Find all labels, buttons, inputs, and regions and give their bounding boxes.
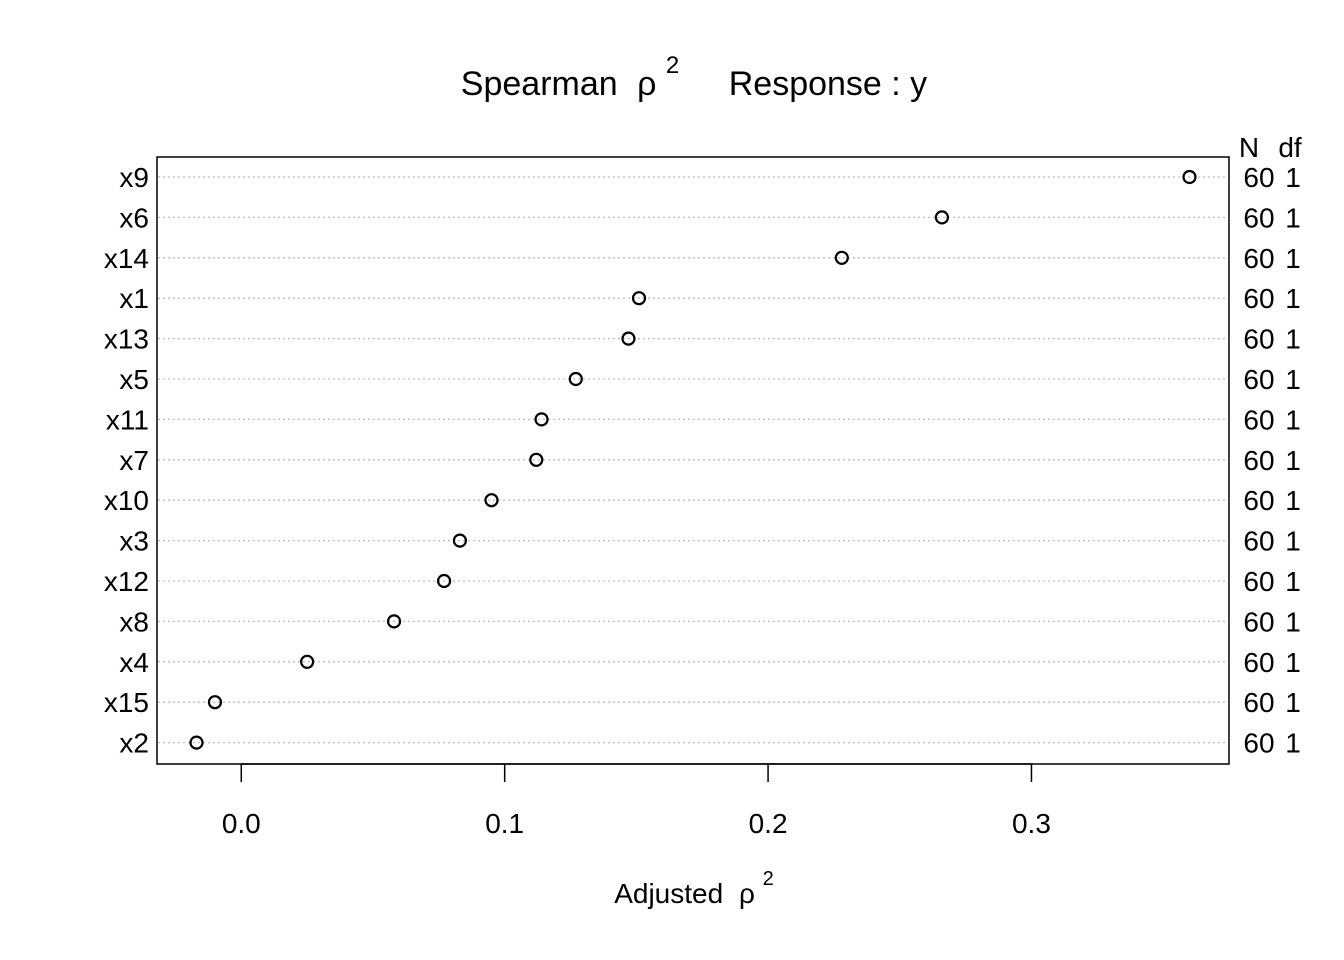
xlabel-rho-symbol: ρ <box>739 878 755 909</box>
y-tick-label: x2 <box>119 728 149 759</box>
n-value: 60 <box>1243 728 1274 759</box>
data-points <box>189 169 1197 750</box>
x-tick-label: 0.0 <box>222 808 261 839</box>
n-value: 60 <box>1243 566 1274 597</box>
data-point <box>529 452 544 467</box>
df-value: 1 <box>1285 687 1301 718</box>
n-df-annotations: 60 160 160 160 160 160 160 160 160 160 160 160 160 16… <box>1243 162 1300 759</box>
y-tick-label: x1 <box>119 283 149 314</box>
df-value: 1 <box>1285 566 1301 597</box>
df-value: 1 <box>1285 728 1301 759</box>
data-point <box>484 493 499 508</box>
n-value: 60 <box>1243 485 1274 516</box>
y-tick-label: x8 <box>119 606 149 637</box>
y-tick-label: x3 <box>119 526 149 557</box>
xlabel-text: Adjusted <box>614 878 723 909</box>
n-value: 60 <box>1243 606 1274 637</box>
title-response-text: Response : y <box>729 65 927 103</box>
y-tick-label: x9 <box>119 162 149 193</box>
df-value: 1 <box>1285 606 1301 637</box>
n-value: 60 <box>1243 526 1274 557</box>
n-value: 60 <box>1243 647 1274 678</box>
data-point <box>621 331 636 346</box>
x-tick-label: 0.2 <box>749 808 788 839</box>
n-value: 60 <box>1243 404 1274 435</box>
n-value: 60 <box>1243 445 1274 476</box>
data-point <box>300 654 315 669</box>
x-tick-label: 0.3 <box>1012 808 1051 839</box>
chart-title: Spearman ρ 2 Response : y <box>461 43 927 103</box>
df-value: 1 <box>1285 526 1301 557</box>
n-value: 60 <box>1243 243 1274 274</box>
y-tick-label: x13 <box>104 324 149 355</box>
y-tick-label: x11 <box>106 404 149 435</box>
df-value: 1 <box>1285 202 1301 233</box>
data-point <box>568 371 583 387</box>
x-axis-label: Adjusted ρ 2 <box>614 868 774 909</box>
df-header: df <box>1278 132 1302 163</box>
df-value: 1 <box>1285 283 1301 314</box>
y-tick-label: x14 <box>104 243 149 274</box>
df-value: 1 <box>1285 162 1301 193</box>
n-value: 60 <box>1243 283 1274 314</box>
title-rho-symbol: ρ <box>637 65 656 103</box>
title-rho-exponent: 2 <box>666 52 679 79</box>
data-point <box>934 210 950 225</box>
data-point <box>386 614 402 629</box>
data-point <box>436 573 452 589</box>
y-tick-label: x4 <box>119 647 149 678</box>
df-value: 1 <box>1285 485 1301 516</box>
n-value: 60 <box>1243 324 1274 355</box>
df-value: 1 <box>1285 364 1301 395</box>
data-point <box>207 695 223 710</box>
n-value: 60 <box>1243 162 1274 193</box>
data-point <box>189 735 204 750</box>
data-point <box>452 533 467 548</box>
y-tick-label: x7 <box>119 445 149 476</box>
y-tick-label: x10 <box>104 485 149 516</box>
data-point <box>1182 169 1197 185</box>
y-tick-label: x5 <box>119 364 149 395</box>
plot-frame <box>156 156 1230 765</box>
y-tick-label: x15 <box>104 687 149 718</box>
df-value: 1 <box>1285 445 1301 476</box>
y-category-labels: x9 x6 x14 x1 x13 x5 x11 x7 x10 x3 x12 x8 x4 x15 x2 <box>104 162 149 759</box>
df-value: 1 <box>1285 404 1301 435</box>
df-value: 1 <box>1285 243 1301 274</box>
n-value: 60 <box>1243 687 1274 718</box>
df-value: 1 <box>1285 647 1301 678</box>
x-tick-label: 0.1 <box>485 808 524 839</box>
gridlines <box>158 176 1228 744</box>
n-header: N <box>1239 132 1259 163</box>
xlabel-rho-exponent: 2 <box>763 868 774 890</box>
y-tick-label: x12 <box>104 566 149 597</box>
n-value: 60 <box>1243 202 1274 233</box>
n-value: 60 <box>1243 364 1274 395</box>
x-axis: 0.0 0.1 0.2 0.3 <box>222 763 1051 839</box>
data-point <box>631 291 647 306</box>
df-value: 1 <box>1285 324 1301 355</box>
y-tick-label: x6 <box>119 202 149 233</box>
title-left-text: Spearman <box>461 65 618 103</box>
data-point <box>534 412 549 427</box>
data-point <box>834 250 849 265</box>
